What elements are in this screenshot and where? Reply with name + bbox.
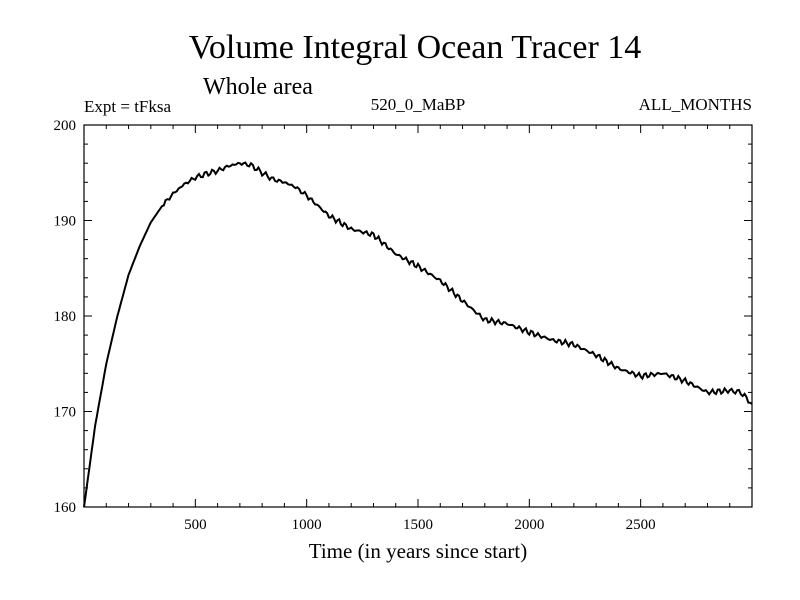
x-tick-label: 2500 [626,517,656,533]
period-label: ALL_MONTHS [639,95,752,114]
chart-title: Volume Integral Ocean Tracer 14 [189,29,642,66]
x-tick-label: 2000 [514,517,544,533]
series-line [83,161,753,508]
run-label: 520_0_MaBP [371,95,465,114]
y-tick-label: 200 [54,118,77,134]
x-tick-label: 1500 [403,517,433,533]
experiment-label: Expt = tFksa [84,97,171,116]
y-tick-label: 180 [54,309,77,325]
x-tick-label: 1000 [292,517,322,533]
plot-frame [83,124,753,508]
x-tick-label: 500 [184,517,207,533]
chart-subtitle: Whole area [203,74,313,100]
y-tick-label: 190 [54,214,77,230]
x-axis-label: Time (in years since start) [309,539,528,563]
plot-area: 500 1000 1500 2000 2500 160 170 180 190 200 [54,118,753,533]
y-tick-label: 170 [54,405,77,421]
y-tick-label: 160 [54,500,77,516]
